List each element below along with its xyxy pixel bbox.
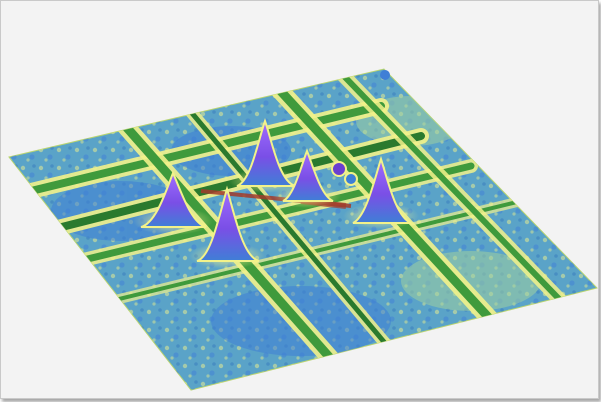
- peak-2: [189, 185, 265, 269]
- corner-spot: [380, 70, 390, 80]
- peak-1: [133, 170, 213, 235]
- peak-4: [273, 148, 358, 208]
- peaks: [133, 117, 419, 269]
- peak-5: [343, 155, 419, 229]
- peak-3: [229, 117, 301, 193]
